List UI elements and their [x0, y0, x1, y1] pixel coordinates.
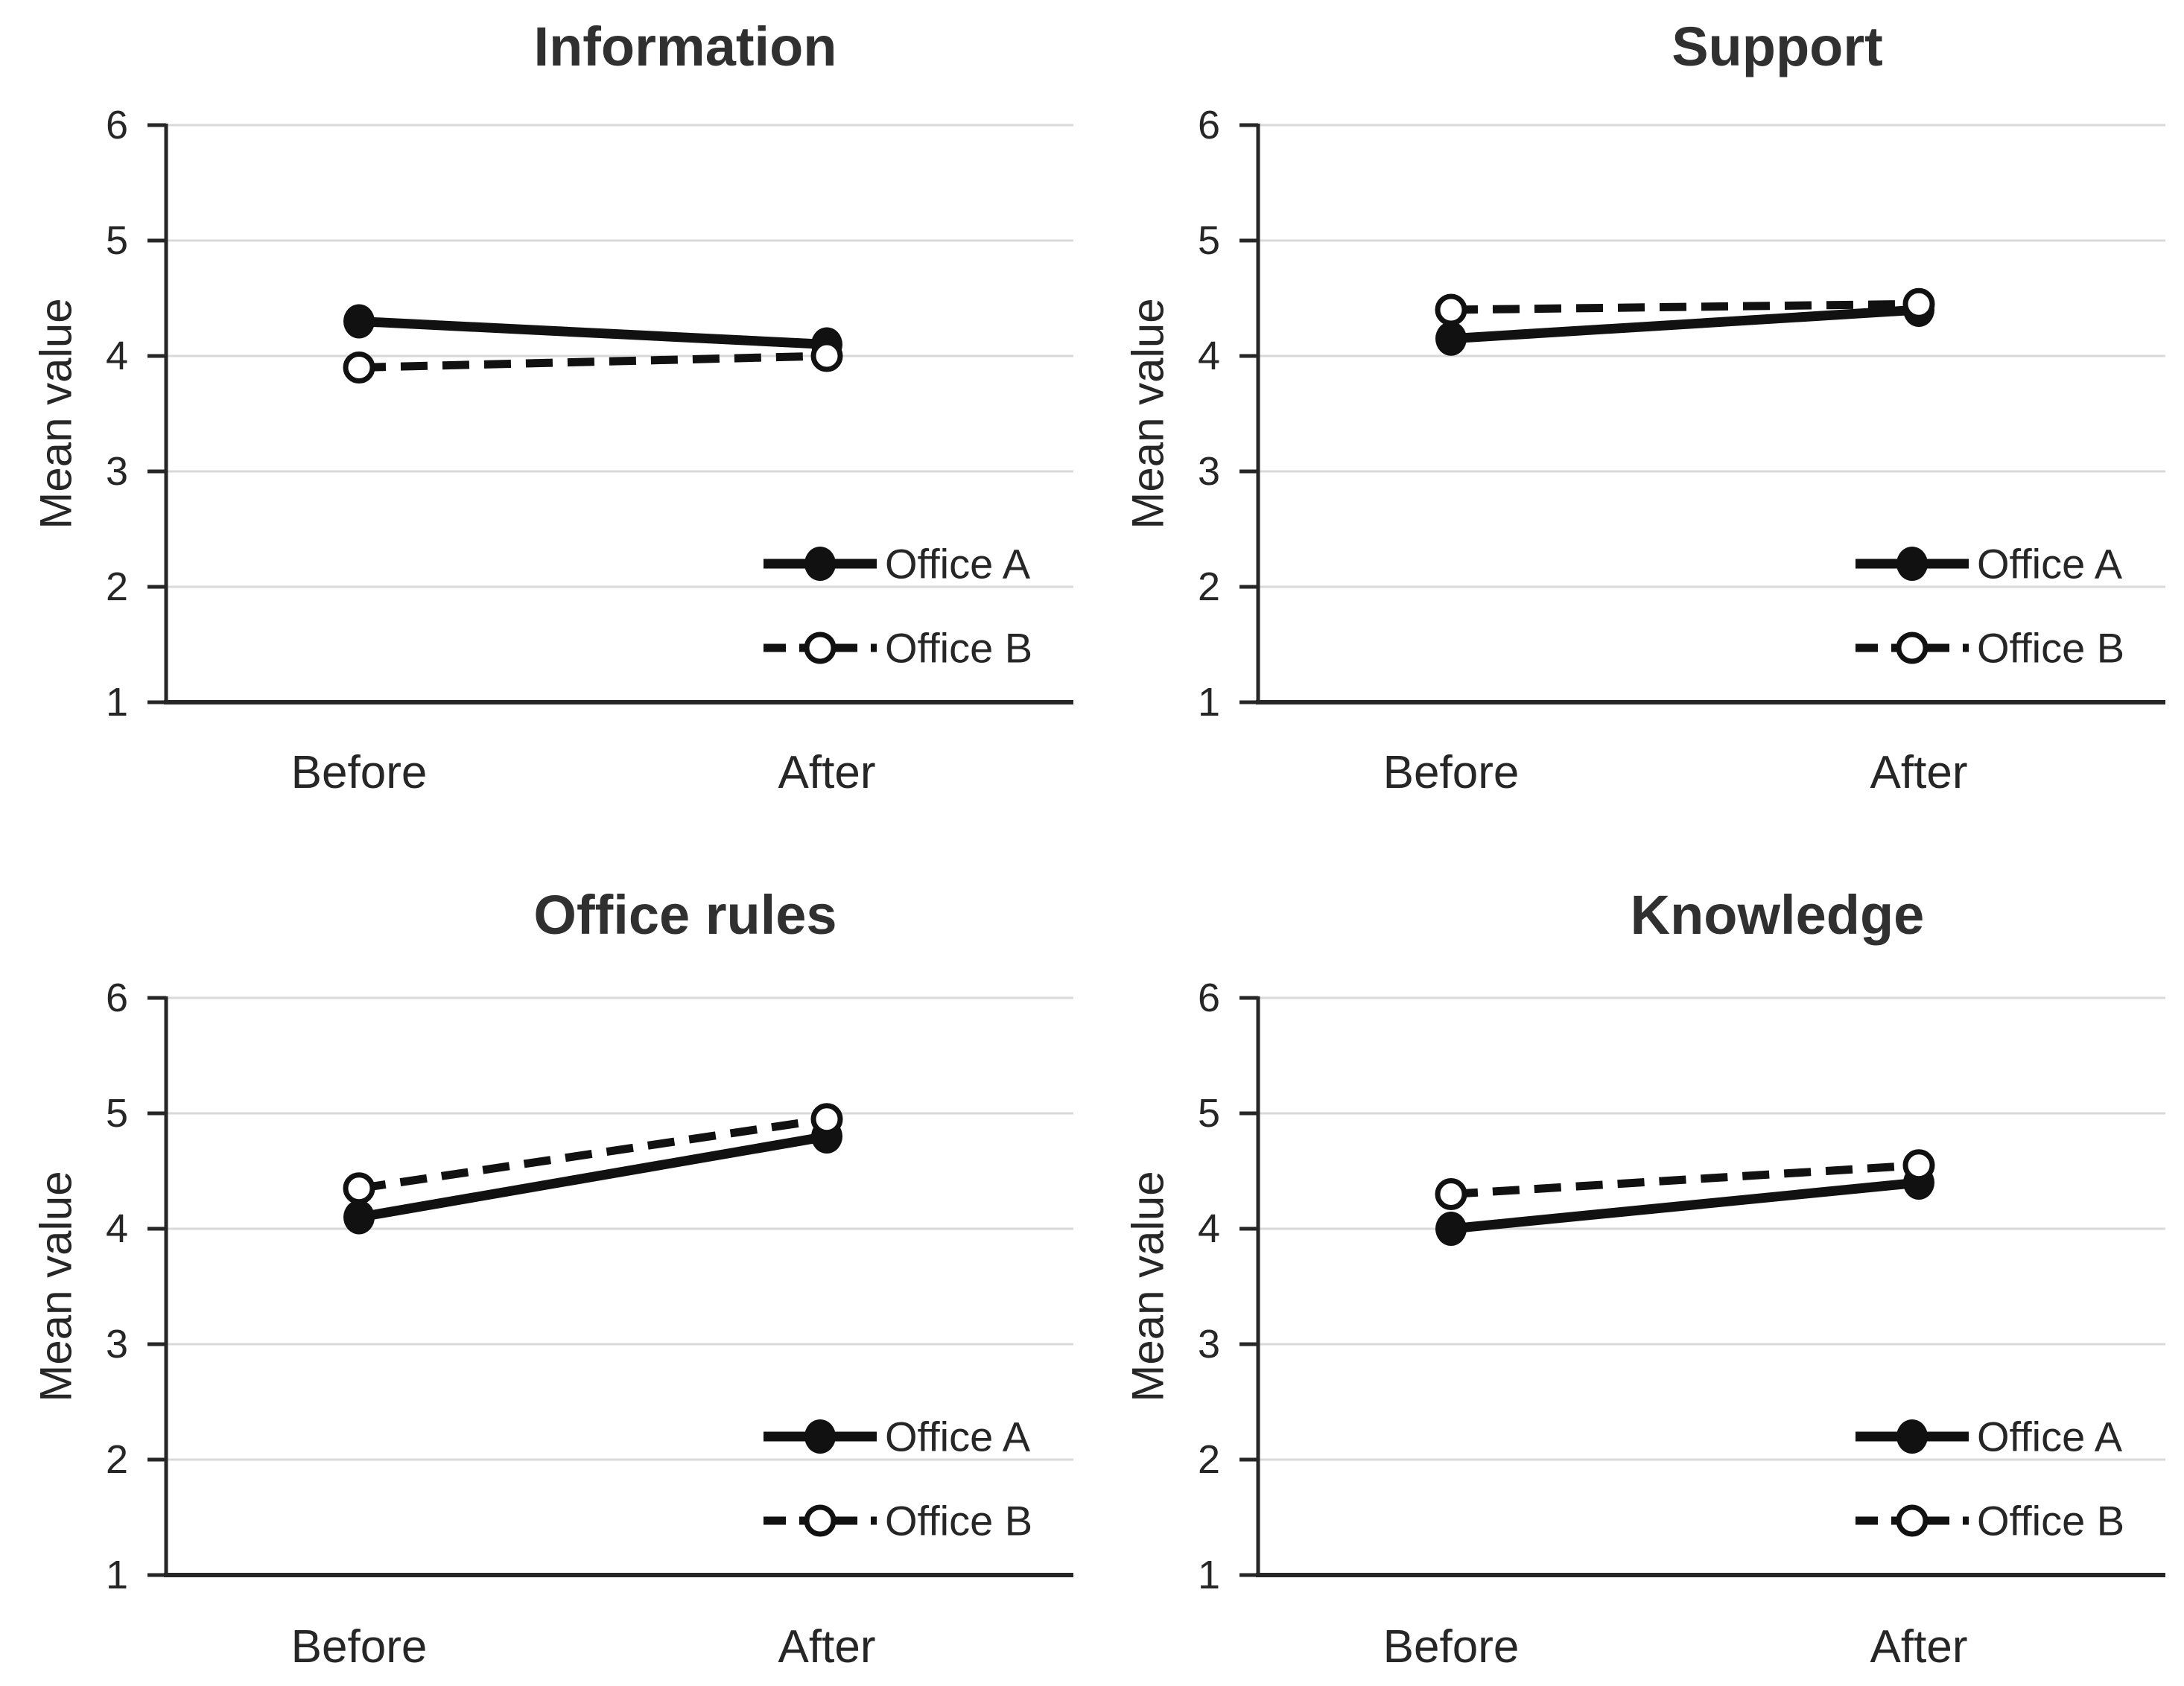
series-line-office-a — [1450, 1177, 1920, 1234]
series-line-office-b — [1450, 1161, 1920, 1198]
legend-marker-office-b — [804, 1504, 837, 1537]
x-tick-label: After — [1870, 747, 1968, 798]
x-tick-label: Before — [1383, 1621, 1520, 1673]
y-tick-label: 3 — [1198, 449, 1220, 494]
y-tick-label: 1 — [1198, 680, 1220, 725]
legend-marker-office-b — [804, 632, 837, 664]
y-tick-label: 5 — [106, 218, 128, 263]
chart-svg-knowledge: 1 2 3 4 5 6 Knowledge Mean value Before After Offi… — [1123, 884, 2165, 1673]
legend-marker-office-a — [804, 547, 836, 581]
legend-marker-office-a — [1896, 547, 1928, 581]
y-tick-label: 4 — [106, 1206, 128, 1251]
legend-label-office-a: Office A — [1977, 1413, 2123, 1460]
legend-label-office-b: Office B — [1977, 1498, 2124, 1545]
marker-office-b-after — [1902, 1149, 1935, 1182]
legend-marker-office-b — [1896, 1504, 1929, 1537]
y-tick-label: 4 — [1198, 334, 1220, 378]
y-tick-label: 4 — [106, 334, 128, 378]
y-tick-label: 2 — [1198, 564, 1220, 609]
chart-svg-support: 1 2 3 4 5 6 Support Mean value Before After Office… — [1123, 16, 2165, 798]
y-tick-label: 5 — [1198, 1091, 1220, 1136]
legend-marker-office-a — [804, 1419, 836, 1454]
series-line-office-a — [358, 1131, 828, 1222]
y-tick-label: 6 — [106, 976, 128, 1020]
legend-label-office-b: Office B — [885, 1498, 1032, 1545]
marker-office-a-before — [1435, 1212, 1467, 1246]
chart-svg-information: 1 2 3 4 5 6 Information Mean value Before After Of… — [31, 16, 1073, 798]
series-line-office-b — [358, 351, 828, 372]
chart-support: 1 2 3 4 5 6 Support Mean value Before After Office… — [1092, 0, 2184, 843]
y-tick-label: 2 — [106, 1437, 128, 1482]
y-axis-title: Mean value — [1123, 298, 1173, 529]
series-line-office-b — [1450, 299, 1920, 314]
x-tick-label: Before — [1383, 747, 1520, 798]
marker-office-b-after — [810, 340, 843, 372]
x-tick-label: After — [1870, 1621, 1968, 1673]
chart-office-rules: 1 2 3 4 5 6 Office rules Mean value Before After O… — [0, 843, 1092, 1686]
legend-label-office-a: Office A — [885, 1413, 1031, 1460]
series-line-office-a — [358, 316, 828, 349]
y-tick-label: 6 — [1198, 103, 1220, 147]
chart-knowledge: 1 2 3 4 5 6 Knowledge Mean value Before After Offi… — [1092, 843, 2184, 1686]
chart-title: Office rules — [533, 884, 837, 946]
y-tick-label: 1 — [1198, 1553, 1220, 1597]
y-tick-label: 3 — [106, 449, 128, 494]
y-tick-label: 1 — [106, 680, 128, 725]
legend-marker-office-b — [1896, 632, 1929, 664]
series-line-office-a — [1450, 305, 1920, 344]
marker-office-a-before — [343, 1200, 375, 1235]
y-tick-label: 2 — [106, 564, 128, 609]
marker-office-b-before — [1435, 293, 1467, 326]
x-tick-label: Before — [291, 747, 428, 798]
marker-office-b-before — [343, 351, 375, 384]
y-tick-label: 2 — [1198, 1437, 1220, 1482]
marker-office-b-after — [1902, 287, 1935, 320]
y-tick-label: 5 — [1198, 218, 1220, 263]
marker-office-b-before — [1435, 1178, 1467, 1210]
y-tick-label: 4 — [1198, 1206, 1220, 1251]
chart-title: Knowledge — [1631, 884, 1925, 946]
y-tick-label: 5 — [106, 1091, 128, 1136]
marker-office-b-after — [810, 1103, 843, 1136]
legend-label-office-b: Office B — [1977, 625, 2124, 672]
chart-information: 1 2 3 4 5 6 Information Mean value Before After Of… — [0, 0, 1092, 843]
y-axis-title: Mean value — [31, 1171, 81, 1402]
chart-title: Information — [534, 16, 837, 77]
marker-office-b-before — [343, 1172, 375, 1205]
y-axis-title: Mean value — [31, 298, 81, 529]
y-axis-title: Mean value — [1123, 1171, 1173, 1402]
chart-title: Support — [1672, 16, 1883, 77]
y-tick-label: 6 — [1198, 976, 1220, 1020]
x-tick-label: After — [778, 1621, 876, 1673]
x-tick-label: Before — [291, 1621, 428, 1673]
legend-label-office-a: Office A — [885, 541, 1031, 588]
y-tick-label: 3 — [106, 1322, 128, 1367]
marker-office-a-before — [1435, 321, 1467, 356]
legend-label-office-b: Office B — [885, 625, 1032, 672]
y-tick-label: 6 — [106, 103, 128, 147]
x-tick-label: After — [778, 747, 876, 798]
legend-marker-office-a — [1896, 1419, 1928, 1454]
chart-svg-office-rules: 1 2 3 4 5 6 Office rules Mean value Before After O… — [31, 884, 1073, 1673]
y-tick-label: 1 — [106, 1553, 128, 1597]
series-line-office-b — [358, 1115, 828, 1193]
y-tick-label: 3 — [1198, 1322, 1220, 1367]
marker-office-a-before — [343, 304, 375, 339]
legend-label-office-a: Office A — [1977, 541, 2123, 588]
